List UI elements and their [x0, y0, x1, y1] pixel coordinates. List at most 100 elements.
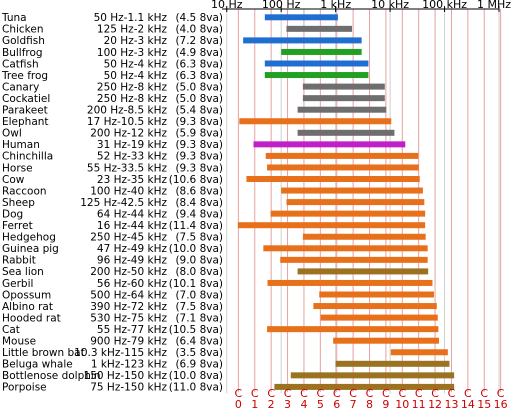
octave-label-number: 8: [366, 398, 373, 410]
animal-octaves: (10.6 8va): [169, 174, 223, 186]
animal-octaves: (9.0 8va): [175, 255, 223, 267]
octave-label-letter: C: [366, 387, 374, 400]
decade-label: 1 MHz: [477, 0, 511, 11]
animal-octaves: (11.4 8va): [169, 220, 223, 232]
decade-label: 10 kHz: [371, 0, 409, 11]
hearing-range-bar: [302, 233, 426, 240]
octave-label-letter: C: [382, 387, 390, 400]
octave-label-number: 0: [235, 398, 242, 410]
animal-octaves: (6.3 8va): [175, 58, 223, 70]
animal-octaves: (4.9 8va): [175, 47, 223, 59]
hearing-range-bar: [319, 291, 434, 298]
animal-range: 50 Hz-4 kHz: [104, 58, 168, 70]
hearing-range-bar: [263, 245, 428, 252]
octave-label-number: 13: [444, 398, 458, 410]
animal-range: 17 Hz-10.5 kHz: [87, 116, 168, 128]
octave-label-letter: C: [333, 387, 341, 400]
animal-octaves: (8.6 8va): [175, 185, 223, 197]
octave-label-number: 6: [333, 398, 340, 410]
hearing-range-bar: [267, 279, 433, 286]
hearing-range-bar: [390, 349, 448, 356]
animal-octaves: (4.0 8va): [175, 24, 223, 36]
animal-name: Dog: [2, 208, 23, 220]
animal-range: 1 kHz-123 kHz: [91, 359, 168, 371]
hearing-range-bar: [243, 37, 362, 44]
animal-octaves: (7.5 8va): [175, 301, 223, 313]
animal-octaves: (9.4 8va): [175, 208, 223, 220]
octave-label-number: 4: [300, 398, 307, 410]
animal-range: 200 Hz-50 kHz: [90, 266, 167, 278]
animal-name: Chinchilla: [2, 151, 53, 163]
animal-range: 150 Hz-150 kHz: [84, 370, 168, 382]
hearing-range-bar: [297, 268, 429, 275]
octave-label-number: 1: [251, 398, 258, 410]
animal-octaves: (7.2 8va): [175, 35, 223, 47]
decade-label: 100 kHz: [422, 0, 467, 11]
animal-octaves: (10.1 8va): [169, 278, 223, 290]
octave-label-number: 11: [412, 398, 426, 410]
octave-label-letter: C: [415, 387, 423, 400]
hearing-range-bar: [302, 95, 385, 102]
animal-name: Hedgehog: [2, 232, 56, 244]
animal-octaves: (10.5 8va): [169, 324, 223, 336]
animal-name: Parakeet: [2, 105, 48, 117]
octave-label-letter: C: [251, 387, 259, 400]
animal-range: 52 Hz-33 kHz: [97, 151, 168, 163]
hearing-range-bar: [270, 210, 426, 217]
animal-name: Cockatiel: [2, 93, 50, 105]
animal-name: Mouse: [2, 336, 36, 348]
animal-name: Tree frog: [1, 70, 48, 82]
animal-octaves: (3.5 8va): [175, 347, 223, 359]
animal-range: 250 Hz-8 kHz: [97, 81, 168, 93]
animal-range: 125 Hz-2 kHz: [97, 24, 168, 36]
animal-octaves: (9.3 8va): [175, 116, 223, 128]
animal-range: 100 Hz-40 kHz: [90, 185, 167, 197]
hearing-range-bar: [297, 129, 395, 136]
octave-label-number: 10: [395, 398, 409, 410]
hearing-range-bar: [281, 48, 362, 55]
animal-range: 100 Hz-3 kHz: [97, 47, 168, 59]
hearing-range-bar: [333, 337, 439, 344]
animal-name: Gerbil: [2, 278, 33, 290]
animal-name: Porpoise: [2, 382, 47, 394]
animal-range: 200 Hz-12 kHz: [90, 128, 167, 140]
hearing-range-bar: [264, 14, 338, 21]
animal-octaves: (7.1 8va): [175, 312, 223, 324]
animal-range: 75 Hz-150 kHz: [90, 382, 167, 394]
animal-name: Little brown bat: [2, 347, 85, 359]
hearing-range-bar: [264, 60, 369, 67]
hearing-range-bar: [280, 256, 428, 263]
octave-label-letter: C: [267, 387, 275, 400]
animal-name: Guinea pig: [2, 243, 59, 255]
animal-range: 50 Hz-4 kHz: [104, 70, 168, 82]
hearing-range-bar: [246, 176, 420, 182]
animal-octaves: (4.5 8va): [175, 12, 223, 24]
octave-label-letter: C: [431, 387, 439, 400]
animal-name: Rabbit: [2, 255, 36, 267]
animal-name: Elephant: [2, 116, 49, 128]
animal-range: 20 Hz-3 kHz: [104, 35, 168, 47]
animal-range: 900 Hz-79 kHz: [90, 336, 167, 348]
octave-label-number: 16: [494, 398, 508, 410]
animal-name: Canary: [2, 81, 39, 93]
animal-range: 250 Hz-8 kHz: [97, 93, 168, 105]
animal-name: Horse: [2, 162, 33, 174]
animal-octaves: (11.0 8va): [169, 382, 223, 394]
animal-range: 23 Hz-35 kHz: [97, 174, 168, 186]
animal-name: Owl: [2, 128, 22, 140]
animal-range: 31 Hz-19 kHz: [97, 139, 168, 151]
hearing-range-bar: [274, 383, 455, 390]
octave-label-letter: C: [316, 387, 324, 400]
hearing-range-bar: [265, 152, 419, 159]
hearing-range-bar: [335, 360, 450, 367]
decade-label: 10 Hz: [211, 0, 243, 11]
animal-name: Human: [2, 139, 40, 151]
octave-label-letter: C: [448, 387, 456, 400]
animal-octaves: (9.3 8va): [175, 162, 223, 174]
animal-range: 96 Hz-49 kHz: [97, 255, 168, 267]
animal-name: Raccoon: [2, 185, 47, 197]
animal-name: Opossum: [2, 289, 51, 301]
animal-name: Tuna: [1, 12, 27, 24]
